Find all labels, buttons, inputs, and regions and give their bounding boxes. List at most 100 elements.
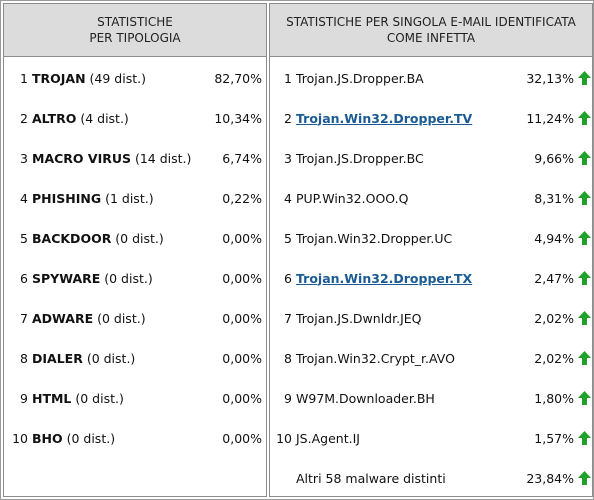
type-label: BHO (0 dist.) <box>32 431 202 446</box>
type-label: SPYWARE (0 dist.) <box>32 271 202 286</box>
green-up-arrow-icon <box>576 391 592 405</box>
other-malware-percentage: 23,84% <box>526 470 574 486</box>
type-name: SPYWARE <box>32 270 101 286</box>
type-percentage: 0,00% <box>222 430 262 446</box>
malware-percentage: 1,80% <box>534 390 574 406</box>
malware-row: 1 Trojan.JS.Dropper.BA 32,13% <box>270 68 592 88</box>
type-name: ADWARE <box>32 310 94 326</box>
row-number: 5 <box>20 230 28 246</box>
type-count: (0 dist.) <box>82 350 136 366</box>
row-number: 10 <box>12 430 28 446</box>
type-row: 3 MACRO VIRUS (14 dist.) 6,74% <box>4 148 266 168</box>
email-stats-header: STATISTICHE PER SINGOLA E-MAIL IDENTIFIC… <box>270 4 592 57</box>
type-row: 5 BACKDOOR (0 dist.) 0,00% <box>4 228 266 248</box>
row-number: 7 <box>20 310 28 326</box>
type-label: PHISHING (1 dist.) <box>32 191 202 206</box>
malware-name: Trojan.Win32.Crypt_r.AVO <box>296 350 455 366</box>
row-number: 3 <box>20 150 28 166</box>
type-row: 7 ADWARE (0 dist.) 0,00% <box>4 308 266 328</box>
malware-percentage: 9,66% <box>534 150 574 166</box>
row-number: 9 <box>20 390 28 406</box>
type-name: MACRO VIRUS <box>32 150 131 166</box>
type-label: ALTRO (4 dist.) <box>32 111 202 126</box>
row-number: 9 <box>284 390 292 406</box>
row-number: 1 <box>284 70 292 86</box>
row-number: 5 <box>284 230 292 246</box>
type-row: 4 PHISHING (1 dist.) 0,22% <box>4 188 266 208</box>
type-percentage: 0,00% <box>222 350 262 366</box>
email-stats-panel: STATISTICHE PER SINGOLA E-MAIL IDENTIFIC… <box>269 3 593 497</box>
row-number: 4 <box>20 190 28 206</box>
type-name: HTML <box>32 390 72 406</box>
type-label: HTML (0 dist.) <box>32 391 202 406</box>
email-stats-title-line1: STATISTICHE PER SINGOLA E-MAIL IDENTIFIC… <box>286 15 576 29</box>
green-up-arrow-icon <box>576 231 592 245</box>
malware-name: JS.Agent.IJ <box>296 430 360 446</box>
green-up-arrow-icon <box>576 271 592 285</box>
malware-link[interactable]: Trojan.Win32.Dropper.TV <box>296 110 473 126</box>
malware-name: W97M.Downloader.BH <box>296 390 435 406</box>
type-label: MACRO VIRUS (14 dist.) <box>32 151 202 166</box>
email-stats-title-line2: COME INFETTA <box>386 31 476 45</box>
type-count: (4 dist.) <box>76 110 129 126</box>
malware-name: PUP.Win32.OOO.Q <box>296 190 409 206</box>
green-up-arrow-icon <box>576 431 592 445</box>
type-percentage: 0,00% <box>222 310 262 326</box>
row-number: 10 <box>276 430 292 446</box>
type-label: TROJAN (49 dist.) <box>32 71 202 86</box>
type-name: DIALER <box>32 350 83 366</box>
malware-name: Trojan.Win32.Dropper.UC <box>296 230 453 246</box>
type-label: DIALER (0 dist.) <box>32 351 202 366</box>
green-up-arrow-icon <box>576 111 592 125</box>
row-number: 7 <box>284 310 292 326</box>
type-row: 2 ALTRO (4 dist.) 10,34% <box>4 108 266 128</box>
type-count: (0 dist.) <box>100 270 153 286</box>
type-percentage: 0,00% <box>222 390 262 406</box>
type-count: (0 dist.) <box>62 430 116 446</box>
malware-percentage: 2,47% <box>534 270 574 286</box>
malware-row: 10 JS.Agent.IJ 1,57% <box>270 428 592 448</box>
type-row: 10 BHO (0 dist.) 0,00% <box>4 428 266 448</box>
row-number: 2 <box>20 110 28 126</box>
malware-row: 7 Trojan.JS.Dwnldr.JEQ 2,02% <box>270 308 592 328</box>
type-percentage: 10,34% <box>214 110 262 126</box>
type-stats-panel: STATISTICHE PER TIPOLOGIA 1 TROJAN (49 d… <box>3 3 267 497</box>
type-name: PHISHING <box>32 190 102 206</box>
malware-name: Trojan.JS.Dropper.BA <box>296 70 424 86</box>
malware-row: 6 Trojan.Win32.Dropper.TX 2,47% <box>270 268 592 288</box>
malware-name: Trojan.JS.Dwnldr.JEQ <box>296 310 422 326</box>
type-row: 8 DIALER (0 dist.) 0,00% <box>4 348 266 368</box>
type-count: (0 dist.) <box>111 230 164 246</box>
row-number: 2 <box>284 110 292 126</box>
type-label: BACKDOOR (0 dist.) <box>32 231 202 246</box>
row-number: 4 <box>284 190 292 206</box>
type-row: 1 TROJAN (49 dist.) 82,70% <box>4 68 266 88</box>
type-name: BACKDOOR <box>32 230 112 246</box>
row-number: 6 <box>20 270 28 286</box>
green-up-arrow-icon <box>576 351 592 365</box>
type-name: ALTRO <box>32 110 77 126</box>
malware-percentage: 32,13% <box>526 70 574 86</box>
malware-percentage: 2,02% <box>534 310 574 326</box>
malware-row: 9 W97M.Downloader.BH 1,80% <box>270 388 592 408</box>
malware-row: 2 Trojan.Win32.Dropper.TV 11,24% <box>270 108 592 128</box>
malware-percentage: 11,24% <box>526 110 574 126</box>
row-number: 8 <box>284 350 292 366</box>
malware-name: Trojan.JS.Dropper.BC <box>296 150 424 166</box>
type-percentage: 6,74% <box>222 150 262 166</box>
green-up-arrow-icon <box>576 151 592 165</box>
row-number: 3 <box>284 150 292 166</box>
green-up-arrow-icon <box>576 471 592 485</box>
malware-percentage: 4,94% <box>534 230 574 246</box>
row-number: 8 <box>20 350 28 366</box>
type-count: (14 dist.) <box>131 150 192 166</box>
type-percentage: 0,00% <box>222 230 262 246</box>
type-count: (0 dist.) <box>93 310 146 326</box>
malware-link[interactable]: Trojan.Win32.Dropper.TX <box>296 270 473 286</box>
other-malware-row: Altri 58 malware distinti 23,84% <box>270 468 592 488</box>
type-percentage: 0,00% <box>222 270 262 286</box>
other-malware-label: Altri 58 malware distinti <box>296 470 446 486</box>
row-number: 6 <box>284 270 292 286</box>
malware-percentage: 1,57% <box>534 430 574 446</box>
